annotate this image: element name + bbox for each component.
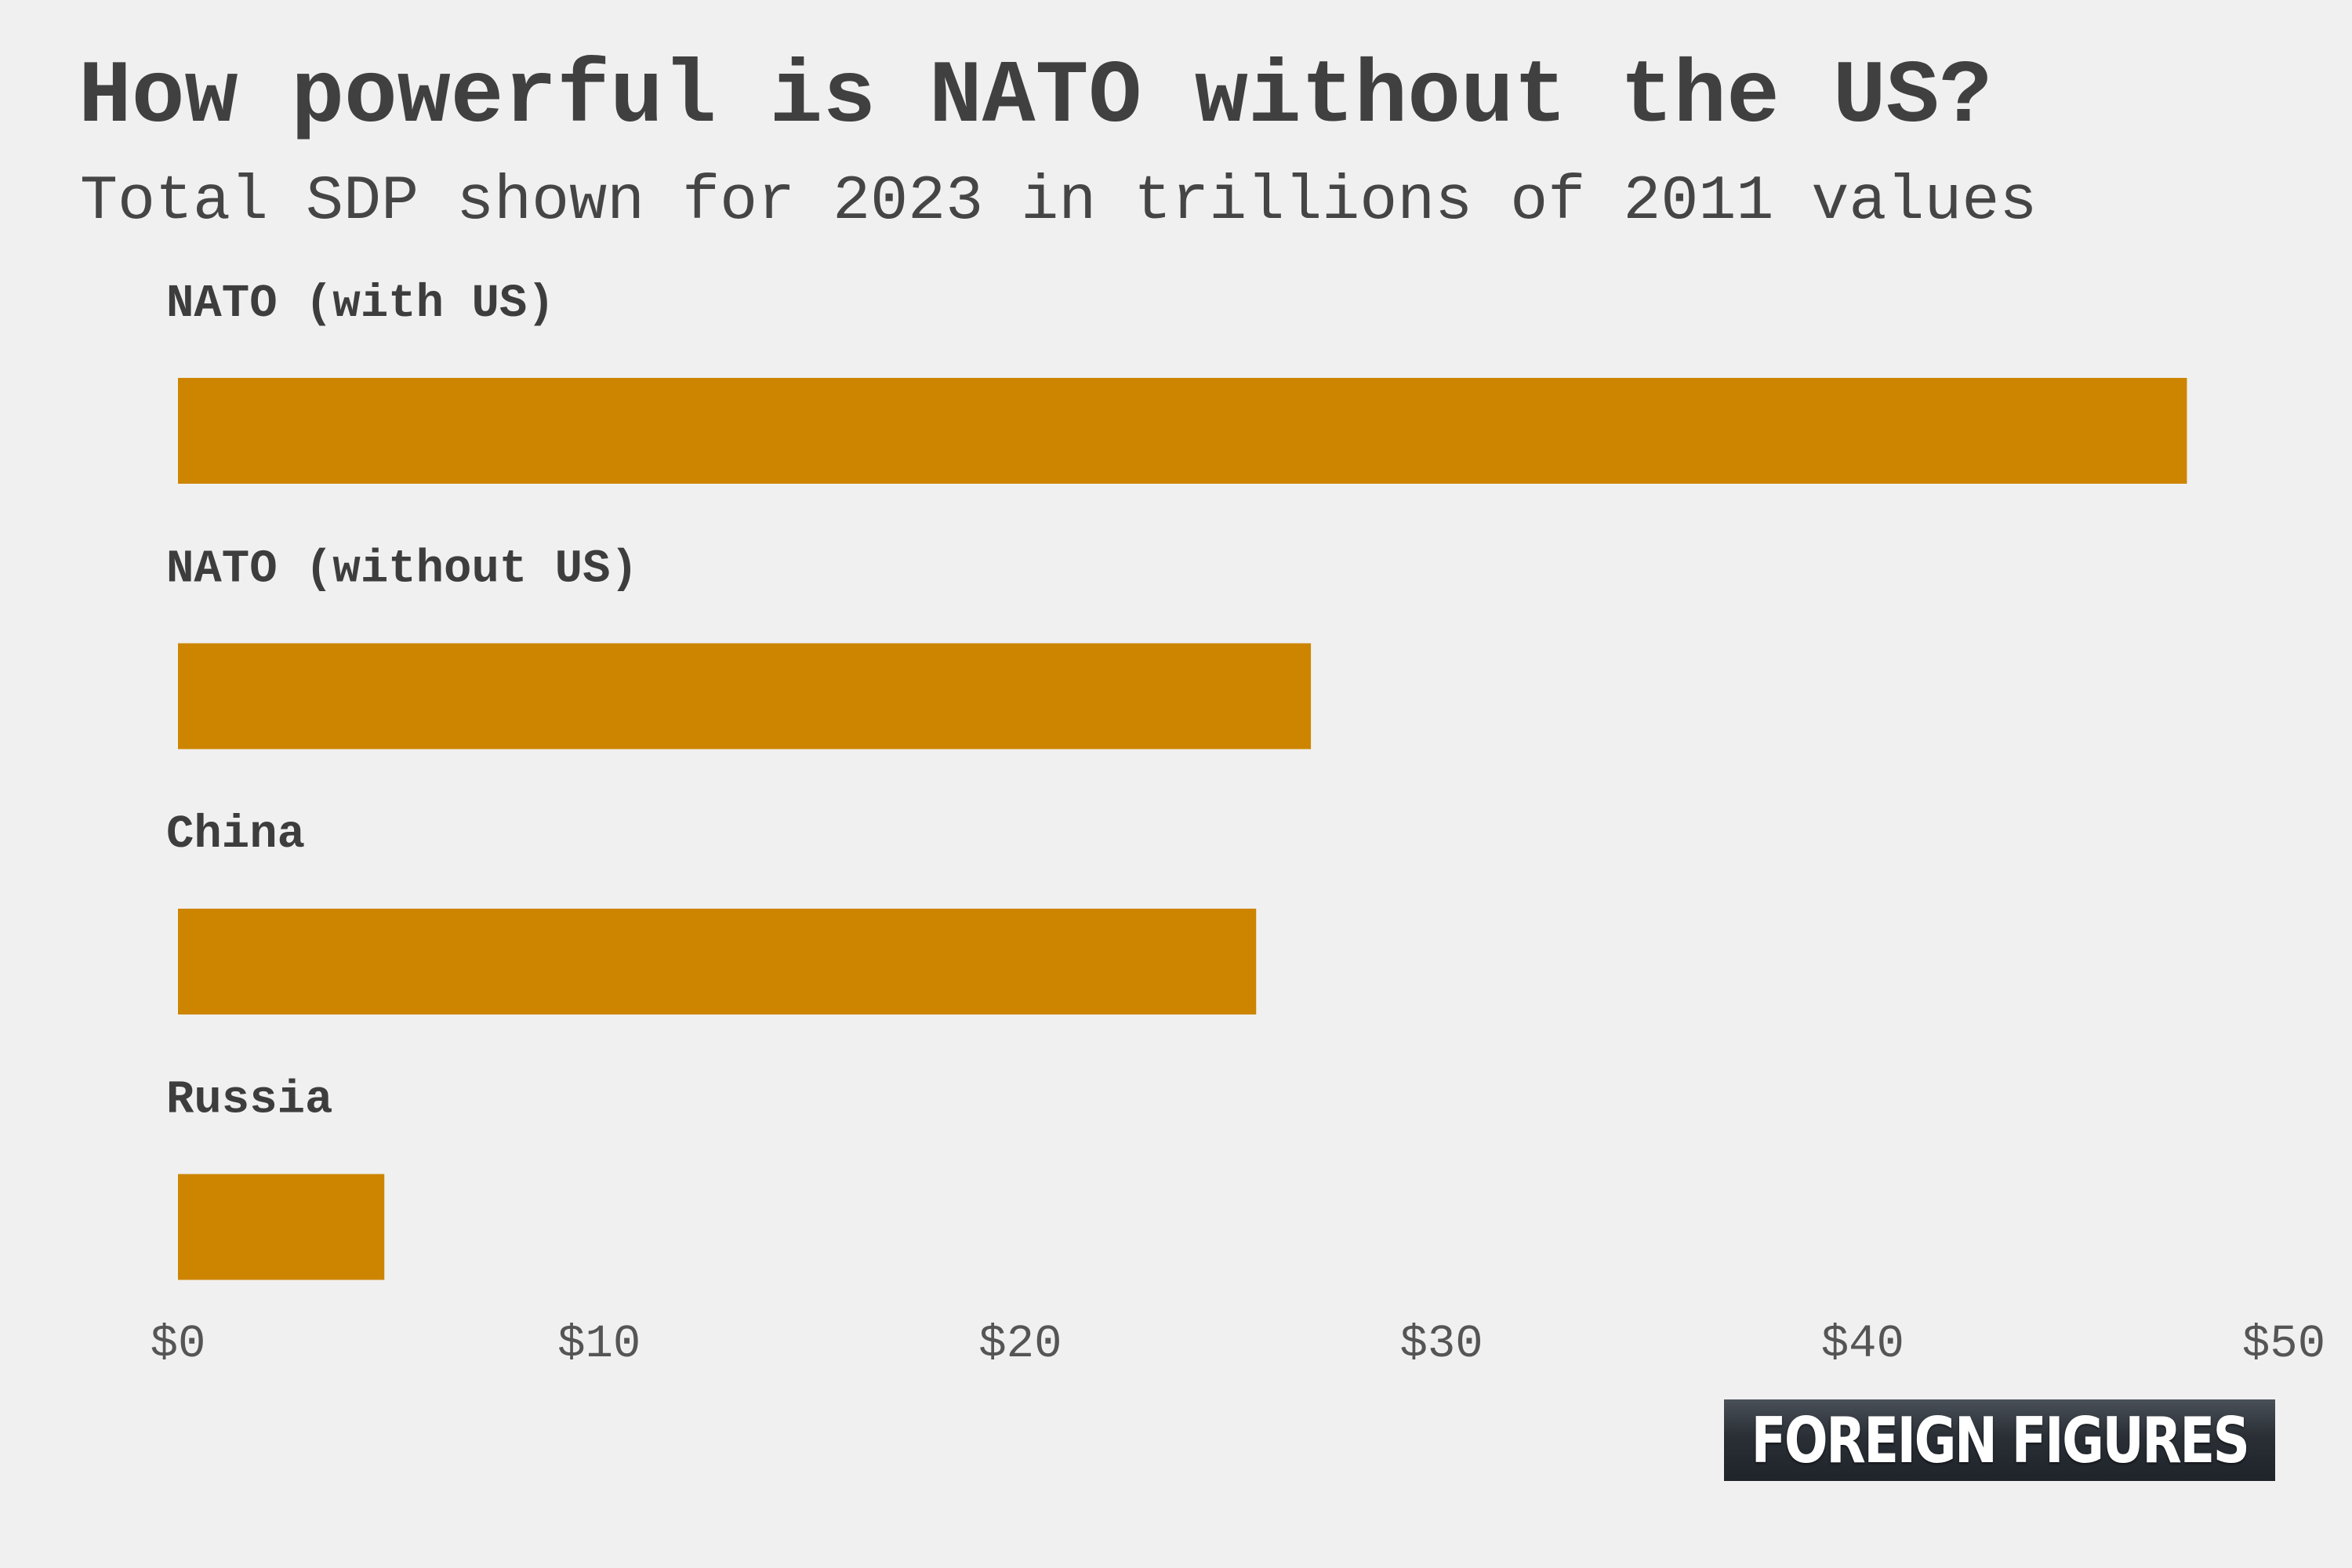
chart-subtitle: Total SDP shown for 2023 in trillions of…: [80, 166, 2038, 238]
x-tick-label-3: $30: [1399, 1318, 1483, 1370]
category-label-0: NATO (with US): [166, 278, 555, 330]
chart-title: How powerful is NATO without the US?: [78, 47, 1993, 147]
category-label-1: NATO (without US): [166, 543, 638, 596]
x-tick-label-4: $40: [1821, 1318, 1904, 1370]
foreign-figures-logo: FOREIGN FIGURES: [1724, 1399, 2275, 1481]
category-label-3: Russia: [166, 1074, 332, 1127]
bar-1: [178, 643, 1312, 750]
x-tick-label-0: $0: [151, 1318, 206, 1370]
category-label-2: China: [166, 808, 305, 861]
x-axis-tick-labels: $0 $10 $20 $30 $40 $50: [151, 1318, 2326, 1370]
x-tick-label-1: $10: [557, 1318, 641, 1370]
x-tick-label-5: $50: [2242, 1318, 2325, 1370]
bar-2: [178, 909, 1257, 1014]
category-labels: NATO (with US) NATO (without US) China Russ…: [166, 278, 638, 1127]
bar-0: [178, 378, 2187, 484]
bars: [178, 378, 2187, 1280]
bar-3: [178, 1174, 385, 1280]
x-tick-label-2: $20: [978, 1318, 1062, 1370]
logo-text: FOREIGN FIGURES: [1751, 1403, 2250, 1477]
